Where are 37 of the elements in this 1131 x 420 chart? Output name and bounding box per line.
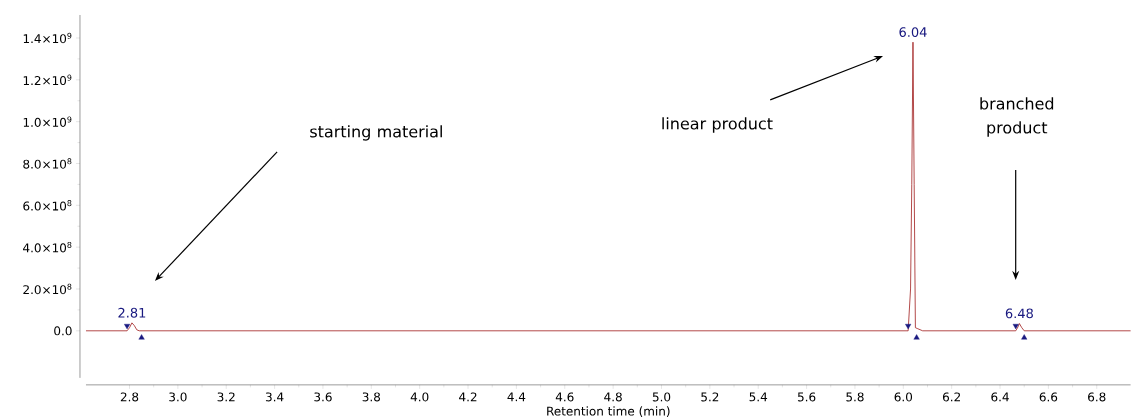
x-tick-label: 3.8 [362,392,381,402]
y-tick-label: 1.4×10$^{9}$ [23,32,72,44]
x-tick-label: 5.2 [701,392,719,402]
x-axis-title: Retention time (min) [547,406,670,417]
line-series [85,41,1131,332]
y-tick-label: 2.0×10$^{8}$ [23,283,72,295]
y-tick-label: 8.0×10$^{8}$ [23,158,72,169]
x-tick-label: 6.0 [894,392,913,402]
x-tick-label: 5.0 [652,392,671,402]
x-tick-label: 4.2 [459,392,477,402]
annotation: linear product [662,117,773,133]
x-tick-label: 4.4 [507,392,526,401]
annotation: 2.81 [118,307,146,318]
x-tick-label: 5.4 [749,392,768,402]
annotation: 6.04 [899,26,927,37]
annotation: branched product [980,97,1054,137]
x-tick-label: 4.8 [604,392,622,402]
x-tick-label: 6.4 [991,392,1009,402]
x-tick-label: 6.8 [1088,392,1106,402]
x-tick-label: 5.6 [797,392,816,402]
x-tick-label: 4.0 [410,392,429,402]
y-tick-label: 6.0×10$^{8}$ [23,199,72,211]
x-tick-label: 6.6 [1039,392,1058,402]
x-tick-label: 2.8 [120,392,139,402]
x-tick-label: 3.6 [314,392,332,402]
x-tick-label: 3.0 [169,392,187,402]
x-tick-label: 6.2 [942,392,960,402]
x-tick-label: 4.6 [555,392,574,402]
y-tick-label: 4.0×10$^{8}$ [23,241,72,253]
y-tick-label: 1.2×10$^{9}$ [23,74,72,85]
annotation: 6.48 [1005,308,1033,319]
x-tick-label: 3.4 [265,392,284,402]
x-tick-label: 5.8 [846,392,864,402]
y-tick-label: 1.0×10$^{9}$ [23,116,72,127]
x-tick-label: 3.2 [217,392,235,402]
y-tick-label: 0.0 [54,326,72,336]
annotation: starting material [310,125,442,141]
